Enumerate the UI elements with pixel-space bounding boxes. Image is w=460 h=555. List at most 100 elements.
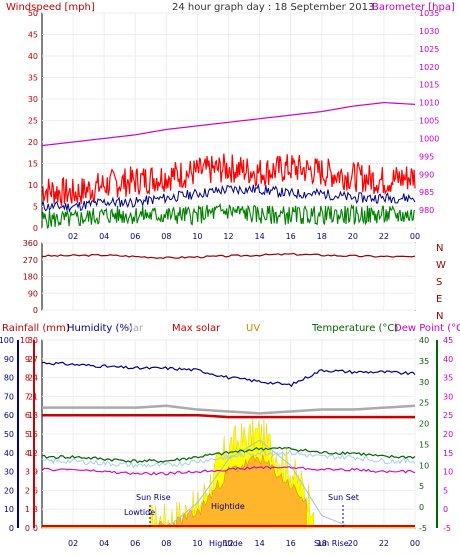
direction-y-tick: 0 xyxy=(33,306,38,315)
x-tick-bottom: 18 xyxy=(317,539,327,548)
x-tick-top: 18 xyxy=(317,232,327,241)
x-tick-top: 10 xyxy=(192,232,202,241)
barometer-y-tick: 1025 xyxy=(419,45,439,54)
solar-y-tick: 18 xyxy=(28,411,38,420)
dew-point-y-tick: 10 xyxy=(443,468,453,477)
temperature-y-tick: -5 xyxy=(419,524,427,533)
grey-line xyxy=(42,404,416,415)
wind-y-tick: 0 xyxy=(33,224,38,233)
barometer-y-tick: 990 xyxy=(419,170,434,179)
x-tick-bottom: 06 xyxy=(130,539,140,548)
compass-e: E xyxy=(436,294,442,305)
wind-y-tick: 45 xyxy=(28,31,38,40)
wind-y-tick: 50 xyxy=(28,9,38,18)
barometer-y-tick: 1005 xyxy=(419,117,439,126)
series-lines xyxy=(41,101,416,529)
windspeed-axis-label: Windspeed [mph] xyxy=(6,2,95,13)
x-tick-top: 02 xyxy=(68,232,78,241)
x-tick-top: 14 xyxy=(254,232,264,241)
sun-set-annotation: Sun Set xyxy=(328,493,359,502)
dew-point-line xyxy=(41,465,416,476)
compass-w: W xyxy=(436,260,446,271)
rainfall-bar xyxy=(42,525,415,528)
temperature-label: Temperature (°C) xyxy=(311,323,398,334)
direction-y-tick: 90 xyxy=(28,289,38,298)
compass-s: S xyxy=(436,277,442,288)
solar-y-tick: 15 xyxy=(28,430,38,439)
hightide-annotation: Hightide xyxy=(211,502,245,511)
wind-min-line xyxy=(41,202,416,229)
x-tick-top: 00 xyxy=(410,232,420,241)
dew-point-y-tick: 15 xyxy=(443,449,453,458)
temperature-y-tick: 25 xyxy=(419,399,429,408)
barometer-axis-label: Barometer [hpa] xyxy=(372,2,455,13)
x-tick-top: 06 xyxy=(130,232,140,241)
rainfall-label: Rainfall (mm) xyxy=(2,323,70,334)
dew-point-y-tick: 25 xyxy=(443,411,453,420)
x-tick-top: 08 xyxy=(161,232,171,241)
x-tick-bottom: 04 xyxy=(99,539,109,548)
dew-point-y-tick: 0 xyxy=(443,505,448,514)
tick-labels: 5045403530252015105010351030102510201015… xyxy=(0,9,453,548)
solar-y-tick: 30 xyxy=(28,336,38,345)
x-tick-top: 20 xyxy=(348,232,358,241)
barometer-y-tick: 1010 xyxy=(419,99,439,108)
dew-point-y-tick: 40 xyxy=(443,355,453,364)
humidity-y-tick: 0 xyxy=(9,524,14,533)
solar-y-tick: 0 xyxy=(33,524,38,533)
temperature-y-tick: 0 xyxy=(419,503,424,512)
windspeed-line xyxy=(41,153,416,206)
temperature-y-tick: 20 xyxy=(419,420,429,429)
graph-title: 24 hour graph day : 18 September 2013 xyxy=(172,2,374,13)
rain-y-tick: 6 xyxy=(25,411,30,420)
solar-y-tick: 6 xyxy=(33,486,38,495)
x-tick-bottom: 00 xyxy=(410,539,420,548)
uv-label: UV xyxy=(246,323,260,334)
rain-y-tick: 10 xyxy=(20,336,30,345)
wind-y-tick: 35 xyxy=(28,74,38,83)
barometer-y-tick: 1035 xyxy=(419,9,439,18)
barometer-line xyxy=(41,101,416,147)
wind-y-tick: 20 xyxy=(28,138,38,147)
max-solar-label: Max solar xyxy=(172,323,221,334)
temperature-y-tick: 30 xyxy=(419,378,429,387)
solar-y-tick: 9 xyxy=(33,468,38,477)
solar-area xyxy=(150,417,315,529)
barometer-y-tick: 985 xyxy=(419,188,434,197)
barometer-y-tick: 1020 xyxy=(419,63,439,72)
hightide-annotation-bottom: Hightide xyxy=(209,539,243,548)
red-line xyxy=(42,413,415,419)
humidity-y-tick: 30 xyxy=(4,468,14,477)
barometer-y-tick: 980 xyxy=(419,206,434,215)
rain-y-tick: 2 xyxy=(25,486,30,495)
wind-y-tick: 30 xyxy=(28,95,38,104)
barometer-y-tick: 1000 xyxy=(419,134,439,143)
x-tick-top: 16 xyxy=(286,232,296,241)
uv-area-fill xyxy=(158,454,307,529)
wind-avg-line xyxy=(41,183,416,214)
x-tick-bottom: 20 xyxy=(348,539,358,548)
dew-point-y-tick: 5 xyxy=(443,486,448,495)
temperature-y-tick: 15 xyxy=(419,440,429,449)
humidity-y-tick: 90 xyxy=(4,355,14,364)
rain-y-tick: 7 xyxy=(25,392,30,401)
temperature-y-tick: 35 xyxy=(419,357,429,366)
dew-point-y-tick: 45 xyxy=(443,336,453,345)
temperature-y-tick: 5 xyxy=(419,482,424,491)
solar-y-tick: 24 xyxy=(28,374,38,383)
rain-y-tick: 4 xyxy=(25,449,30,458)
wind-y-tick: 15 xyxy=(28,160,38,169)
rain-y-tick: 8 xyxy=(25,374,30,383)
direction-y-tick: 360 xyxy=(23,239,38,248)
humidity-label: Humidity (%) xyxy=(67,323,133,334)
temperature-shadow-line xyxy=(41,449,416,469)
temperature-line xyxy=(41,446,416,464)
solar-y-tick: 3 xyxy=(33,505,38,514)
barometer-y-tick: 1030 xyxy=(419,27,439,36)
wind-y-tick: 10 xyxy=(28,181,38,190)
direction-y-tick: 180 xyxy=(23,273,38,282)
wind-y-tick: 5 xyxy=(33,203,38,212)
sun-rise-annotation: Sun Rise xyxy=(136,493,171,502)
temperature-y-tick: 40 xyxy=(419,336,429,345)
humidity-y-tick: 80 xyxy=(4,374,14,383)
